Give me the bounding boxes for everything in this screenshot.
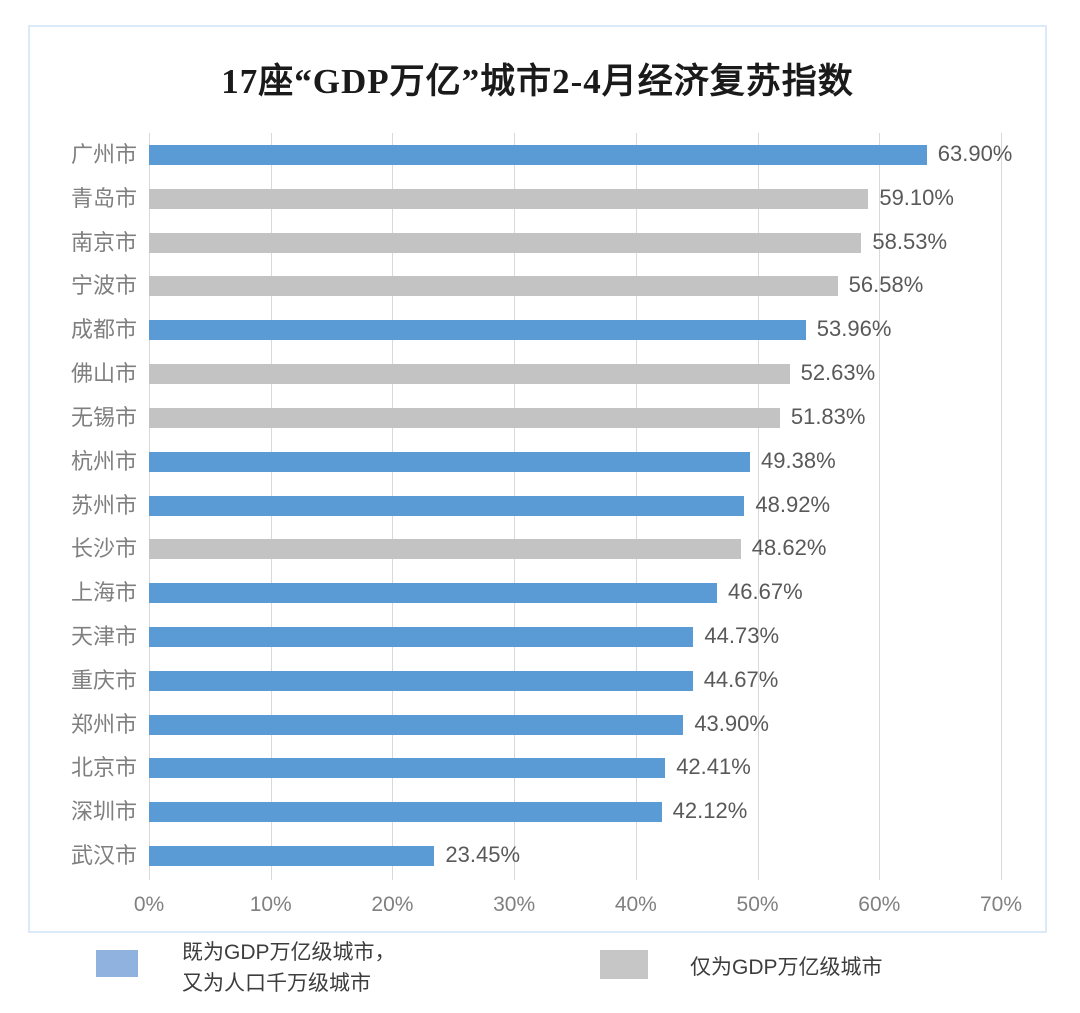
bar [149, 627, 694, 647]
category-label: 佛山市 [70, 361, 137, 386]
category-axis: 广州市青岛市南京市宁波市成都市佛山市无锡市杭州市苏州市长沙市上海市天津市重庆市郑… [30, 133, 137, 878]
legend-label-blue-line1: 既为GDP万亿级城市， [182, 941, 396, 964]
bar [149, 583, 718, 603]
category-label: 杭州市 [70, 449, 137, 474]
category-label: 北京市 [70, 755, 137, 780]
category-label: 长沙市 [70, 536, 137, 561]
x-axis-tick-label: 50% [736, 893, 779, 916]
gridline [757, 133, 759, 880]
bar [149, 496, 745, 516]
bar [149, 189, 869, 209]
legend-label-blue-line2: 又为人口千万级城市 [182, 972, 371, 995]
category-label: 深圳市 [70, 799, 137, 824]
category-label: 苏州市 [70, 493, 137, 518]
gridline [879, 133, 881, 880]
value-label: 48.62% [751, 535, 827, 560]
x-axis-tick-label: 0% [133, 893, 165, 916]
category-label: 郑州市 [70, 712, 137, 737]
bar [149, 671, 693, 691]
chart-frame: 17座“GDP万亿”城市2-4月经济复苏指数 广州市青岛市南京市宁波市成都市佛山… [28, 25, 1047, 933]
bar [149, 276, 838, 296]
category-label: 青岛市 [70, 186, 137, 211]
bar [149, 802, 662, 822]
value-label: 46.67% [728, 579, 803, 604]
x-axis-tick-label: 20% [371, 893, 414, 916]
bar [149, 364, 790, 384]
category-label: 宁波市 [70, 273, 137, 298]
category-label: 成都市 [70, 317, 137, 342]
bar [149, 408, 780, 428]
x-axis-tick-label: 40% [614, 893, 657, 916]
bar [149, 452, 751, 472]
legend-swatch-blue-icon [96, 950, 138, 977]
category-label: 无锡市 [70, 405, 137, 430]
legend-swatch-gray-icon [600, 950, 648, 979]
bar [149, 715, 684, 735]
value-label: 58.53% [872, 229, 948, 254]
category-label: 南京市 [70, 230, 137, 255]
legend-label-gray: 仅为GDP万亿级城市 [690, 956, 883, 979]
value-label: 53.96% [816, 316, 892, 341]
category-label: 上海市 [70, 580, 137, 605]
value-label: 44.73% [704, 623, 780, 648]
x-axis-tick-label: 30% [493, 893, 536, 916]
value-label: 43.90% [694, 711, 769, 736]
value-label: 52.63% [800, 360, 876, 385]
bar [149, 320, 806, 340]
x-axis-tick-label: 70% [979, 893, 1023, 916]
bar [149, 145, 927, 165]
value-label: 63.90% [937, 141, 1013, 166]
bar [149, 539, 741, 559]
bar [149, 233, 862, 253]
value-label: 51.83% [790, 404, 866, 429]
value-label: 42.41% [676, 754, 751, 779]
value-label: 56.58% [848, 272, 924, 297]
bar [149, 758, 666, 778]
x-axis: 0% 10% 20% 30% 40% 50% 60% 70% [134, 893, 1022, 921]
plot-area: 63.90% 59.10% 58.53% 56.58% 53.96% 52.63% 51.8… [149, 133, 1012, 880]
value-label: 23.45% [445, 842, 521, 867]
category-label: 天津市 [70, 624, 137, 649]
bar [149, 846, 435, 866]
x-axis-tick-label: 10% [249, 893, 292, 916]
category-label: 武汉市 [70, 843, 137, 868]
category-label: 广州市 [70, 142, 137, 167]
value-label: 49.38% [761, 448, 836, 473]
value-label: 44.67% [703, 667, 779, 692]
value-label: 48.92% [755, 492, 831, 517]
value-label: 59.10% [879, 185, 954, 210]
chart-title: 17座“GDP万亿”城市2-4月经济复苏指数 [221, 62, 854, 101]
legend-label-blue: 既为GDP万亿级城市， 又为人口千万级城市 [182, 937, 396, 999]
value-label: 42.12% [672, 798, 748, 823]
gridline [1001, 133, 1002, 880]
category-label: 重庆市 [70, 668, 137, 693]
x-axis-tick-label: 60% [858, 893, 901, 916]
